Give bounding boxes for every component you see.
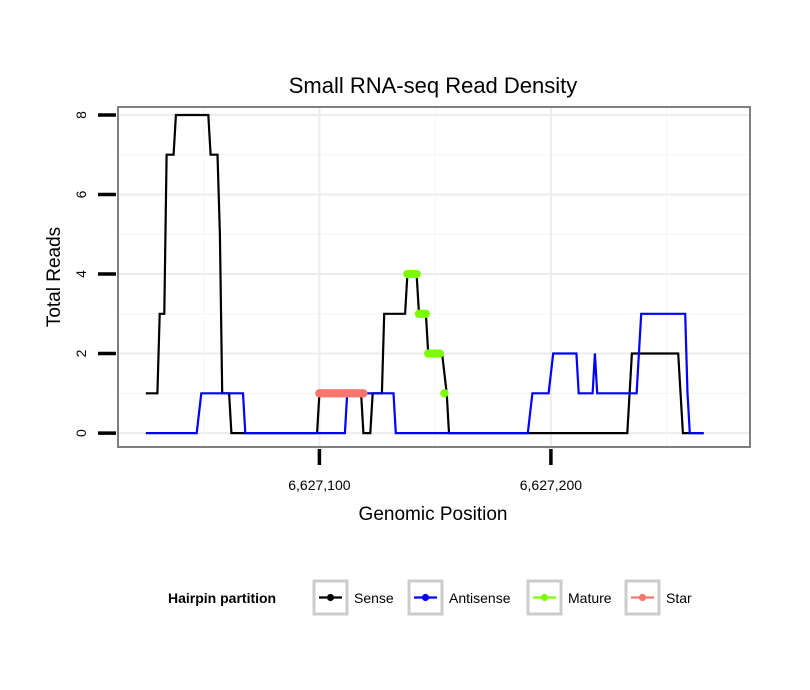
series-line-antisense — [145, 312, 704, 435]
legend-item-mature: Mature — [526, 579, 612, 616]
data-point-mature — [412, 269, 421, 279]
y-tick-label: 0 — [73, 429, 89, 437]
data-point-mature — [421, 309, 431, 318]
legend-label-star: Star — [666, 590, 692, 606]
data-series — [145, 113, 704, 435]
plot-frame — [117, 106, 751, 448]
grid-lines — [118, 107, 750, 447]
series-line-sense — [145, 113, 704, 435]
legend-label-mature: Mature — [568, 590, 612, 606]
legend-dot-sense — [326, 593, 335, 602]
legend-dot-star — [638, 593, 647, 602]
x-axis-title: Genomic Position — [359, 504, 508, 525]
y-tick-label: 6 — [73, 190, 89, 198]
chart-title: Small RNA-seq Read Density — [289, 73, 578, 98]
y-tick-label: 8 — [73, 111, 89, 119]
legend-dot-antisense — [421, 593, 430, 602]
y-tick-label: 4 — [73, 270, 89, 278]
legend-item-star: Star — [624, 579, 692, 616]
legend-label-sense: Sense — [354, 590, 394, 606]
x-tick-label: 6,627,200 — [520, 477, 582, 493]
y-axis-title: Total Reads — [44, 227, 65, 327]
x-tick-label: 6,627,100 — [288, 477, 350, 493]
legend-dot-mature — [540, 593, 549, 602]
legend-item-antisense: Antisense — [407, 579, 511, 616]
data-point-mature — [435, 349, 444, 358]
legend: Hairpin partition Sense Antisense Mature St… — [168, 579, 692, 616]
data-point-star — [359, 389, 368, 398]
legend-label-antisense: Antisense — [449, 590, 511, 606]
legend-item-sense: Sense — [312, 579, 394, 616]
data-point-mature — [440, 389, 449, 398]
y-tick-label: 2 — [73, 349, 89, 357]
legend-title: Hairpin partition — [168, 590, 276, 606]
axes: 0 2 4 6 8 6,627,100 6,627,200 — [73, 111, 582, 493]
